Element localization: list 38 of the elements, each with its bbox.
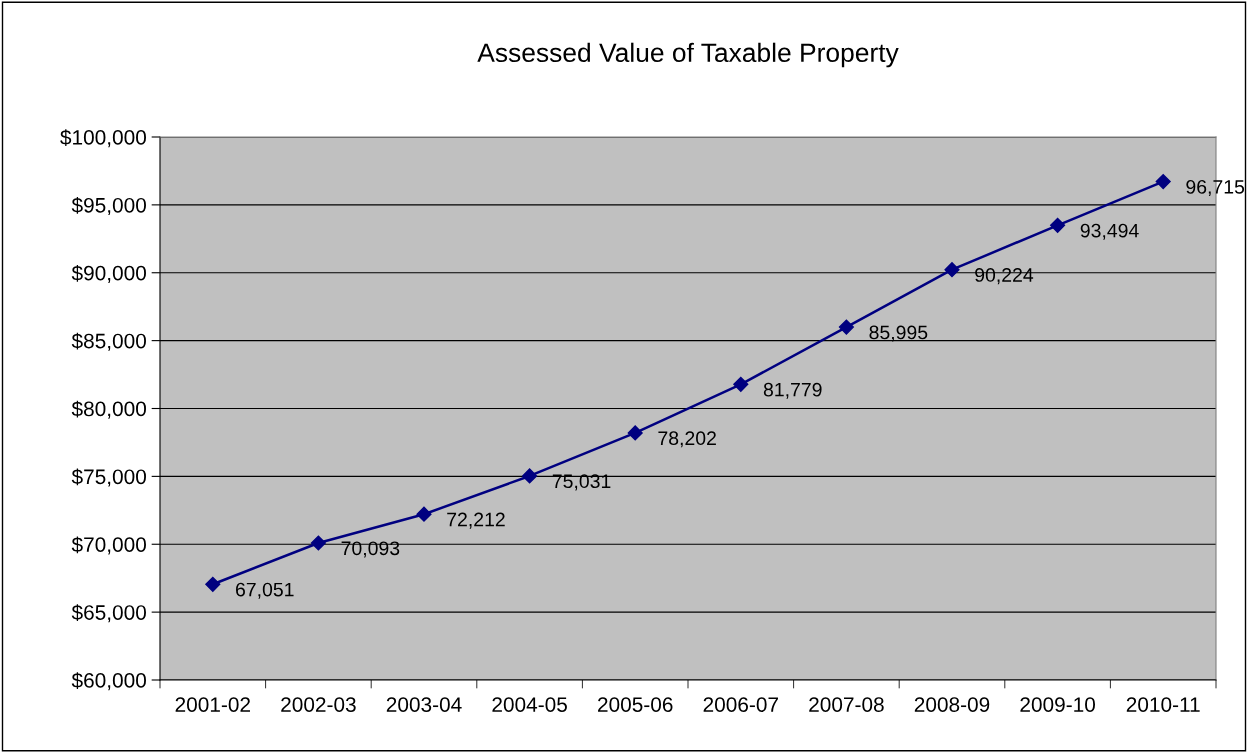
y-tick-label: $60,000 [71, 672, 146, 691]
point [310, 535, 326, 551]
y-tick-label: $80,000 [71, 400, 146, 419]
chart-title: Assessed Value of Taxable Property [477, 42, 899, 68]
point [522, 468, 538, 484]
x-tick-label: 2005-06 [598, 697, 673, 712]
point [1155, 174, 1171, 190]
data-label: 67,051 [236, 582, 294, 599]
y-tick-label: $85,000 [71, 332, 146, 351]
y-tick-label: $70,000 [71, 536, 146, 555]
y-tick-label: $100,000 [60, 129, 146, 148]
point [416, 506, 432, 522]
y-tick-label: $75,000 [71, 468, 146, 487]
x-tick-label: 2002-03 [281, 697, 356, 712]
x-tick-label: 2009-10 [1020, 697, 1096, 712]
x-tick-label: 2007-08 [809, 697, 884, 712]
data-label: 96,715 [1186, 179, 1245, 197]
data-label: 78,202 [658, 431, 716, 448]
y-tick-label: $90,000 [71, 264, 146, 283]
y-tick-label: $95,000 [71, 197, 146, 216]
point [838, 319, 854, 335]
x-tick-label: 2001-02 [175, 697, 250, 712]
data-label: 85,995 [869, 325, 928, 342]
data-label: 72,212 [447, 512, 505, 529]
point [627, 425, 643, 441]
x-tick-label: 2006-07 [703, 697, 778, 712]
point [944, 262, 960, 278]
x-tick-label: 2008-09 [914, 697, 990, 712]
data-label: 81,779 [763, 382, 822, 399]
x-tick-label: 2004-05 [492, 697, 567, 712]
x-tick-label: 2010-11 [1126, 697, 1200, 712]
data-label: 93,494 [1080, 223, 1139, 240]
data-label: 70,093 [341, 541, 400, 558]
point [205, 576, 221, 592]
x-tick-label: 2003-04 [386, 697, 462, 712]
point [733, 376, 749, 392]
y-tick-label: $65,000 [71, 604, 146, 623]
point [1050, 217, 1066, 233]
